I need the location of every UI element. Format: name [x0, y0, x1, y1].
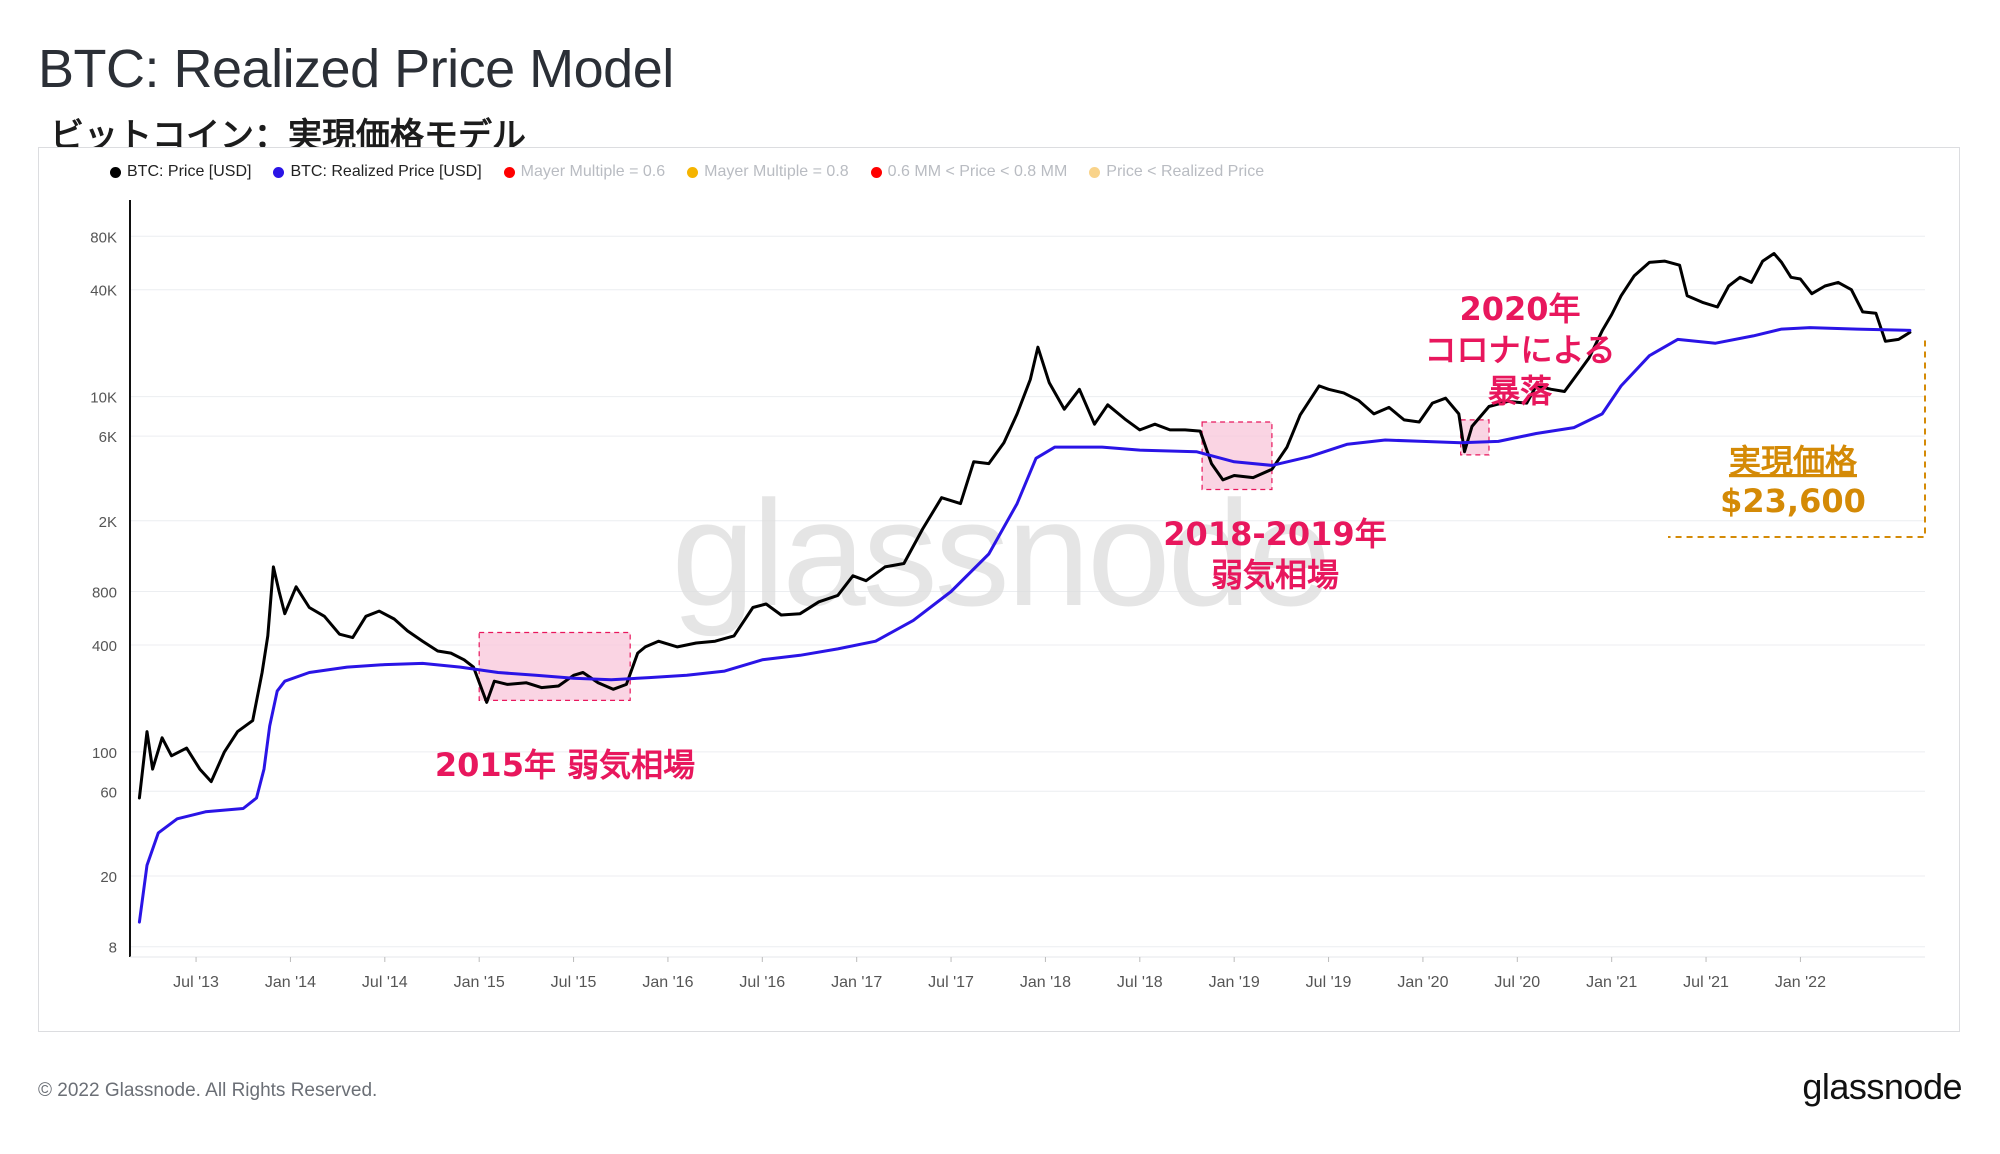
realized-price-series-line [137, 326, 1912, 924]
legend-label: BTC: Realized Price [USD] [290, 163, 482, 180]
realized-price-bracket [1668, 340, 1926, 538]
annotation-covid-line3: 暴落 [1488, 372, 1553, 410]
glassnode-logo[interactable]: glassnode [1802, 1066, 1962, 1107]
x-tick-label: Jul '18 [1117, 974, 1163, 991]
annotation-covid-line2: コロナによる [1424, 331, 1615, 369]
legend-item-2[interactable]: Mayer Multiple = 0.6 [503, 163, 666, 181]
annotation-2018-bear-line1: 2018-2019年 [1163, 515, 1386, 553]
x-tick-label: Jul '16 [739, 974, 785, 991]
y-tick-label: 10K [90, 390, 117, 407]
x-tick-label: Jan '19 [1209, 974, 1260, 991]
legend-marker [110, 166, 121, 178]
y-tick-label: 60 [100, 784, 117, 801]
legend-label: Price < Realized Price [1106, 163, 1265, 180]
x-tick-label: Jul '20 [1494, 974, 1540, 991]
y-tick-label: 80K [90, 229, 117, 246]
x-tick-label: Jan '17 [831, 974, 882, 991]
chart-frame [38, 147, 1960, 1032]
legend-item-1[interactable]: BTC: Realized Price [USD] [273, 163, 482, 181]
chart-legend: BTC: Price [USD] BTC: Realized Price [USD… [110, 163, 1264, 181]
legend-item-4[interactable]: 0.6 MM < Price < 0.8 MM [870, 163, 1068, 181]
x-tick-label: Jul '21 [1683, 974, 1729, 991]
legend-label: 0.6 MM < Price < 0.8 MM [887, 163, 1068, 180]
legend-marker [273, 166, 285, 178]
x-tick-label: Jan '18 [1020, 974, 1071, 991]
y-tick-label: 8 [109, 940, 117, 957]
legend-marker [503, 166, 515, 178]
x-tick-label: Jul '15 [551, 974, 597, 991]
y-tick-label: 40K [90, 283, 117, 300]
x-tick-label: Jan '14 [265, 974, 316, 991]
copyright-text: © 2022 Glassnode. All Rights Reserved. [38, 1080, 378, 1101]
chart-title: BTC: Realized Price Model [38, 39, 674, 99]
highlight-box-2 [1460, 419, 1490, 456]
highlight-box-0 [478, 631, 631, 701]
y-tick-label: 400 [92, 638, 117, 655]
watermark: glassnode [672, 469, 1329, 637]
legend-item-5[interactable]: Price < Realized Price [1089, 163, 1264, 181]
annotation-covid-line1: 2020年 [1459, 290, 1580, 328]
x-tick-label: Jul '19 [1306, 974, 1352, 991]
realized-price-value: $23,600 [1720, 482, 1866, 520]
y-tick-label: 6K [99, 429, 117, 446]
x-tick-label: Jan '22 [1775, 974, 1826, 991]
legend-marker [870, 166, 882, 178]
legend-marker [687, 166, 699, 178]
x-tick-label: Jan '20 [1397, 974, 1448, 991]
x-tick-label: Jul '13 [173, 974, 219, 991]
x-tick-label: Jul '14 [362, 974, 408, 991]
annotation-2018-bear-line2: 弱気相場 [1211, 556, 1339, 594]
y-tick-label: 100 [92, 745, 117, 762]
y-tick-label: 800 [92, 584, 117, 601]
legend-label: Mayer Multiple = 0.6 [520, 163, 666, 180]
y-tick-label: 20 [100, 869, 117, 886]
legend-marker [1089, 166, 1101, 178]
legend-item-3[interactable]: Mayer Multiple = 0.8 [687, 163, 849, 181]
x-tick-label: Jul '17 [928, 974, 974, 991]
x-tick-label: Jan '21 [1586, 974, 1637, 991]
legend-label: Mayer Multiple = 0.8 [704, 163, 849, 180]
legend-label: BTC: Price [USD] [127, 163, 252, 180]
x-tick-label: Jan '16 [642, 974, 693, 991]
realized-price-label: 実現価格 [1729, 442, 1858, 480]
x-tick-label: Jan '15 [454, 974, 505, 991]
legend-item-0[interactable]: BTC: Price [USD] [110, 163, 251, 181]
price-series-line [137, 252, 1912, 800]
annotation-2015-bear: 2015年 弱気相場 [435, 746, 695, 784]
y-tick-label: 2K [99, 514, 117, 531]
